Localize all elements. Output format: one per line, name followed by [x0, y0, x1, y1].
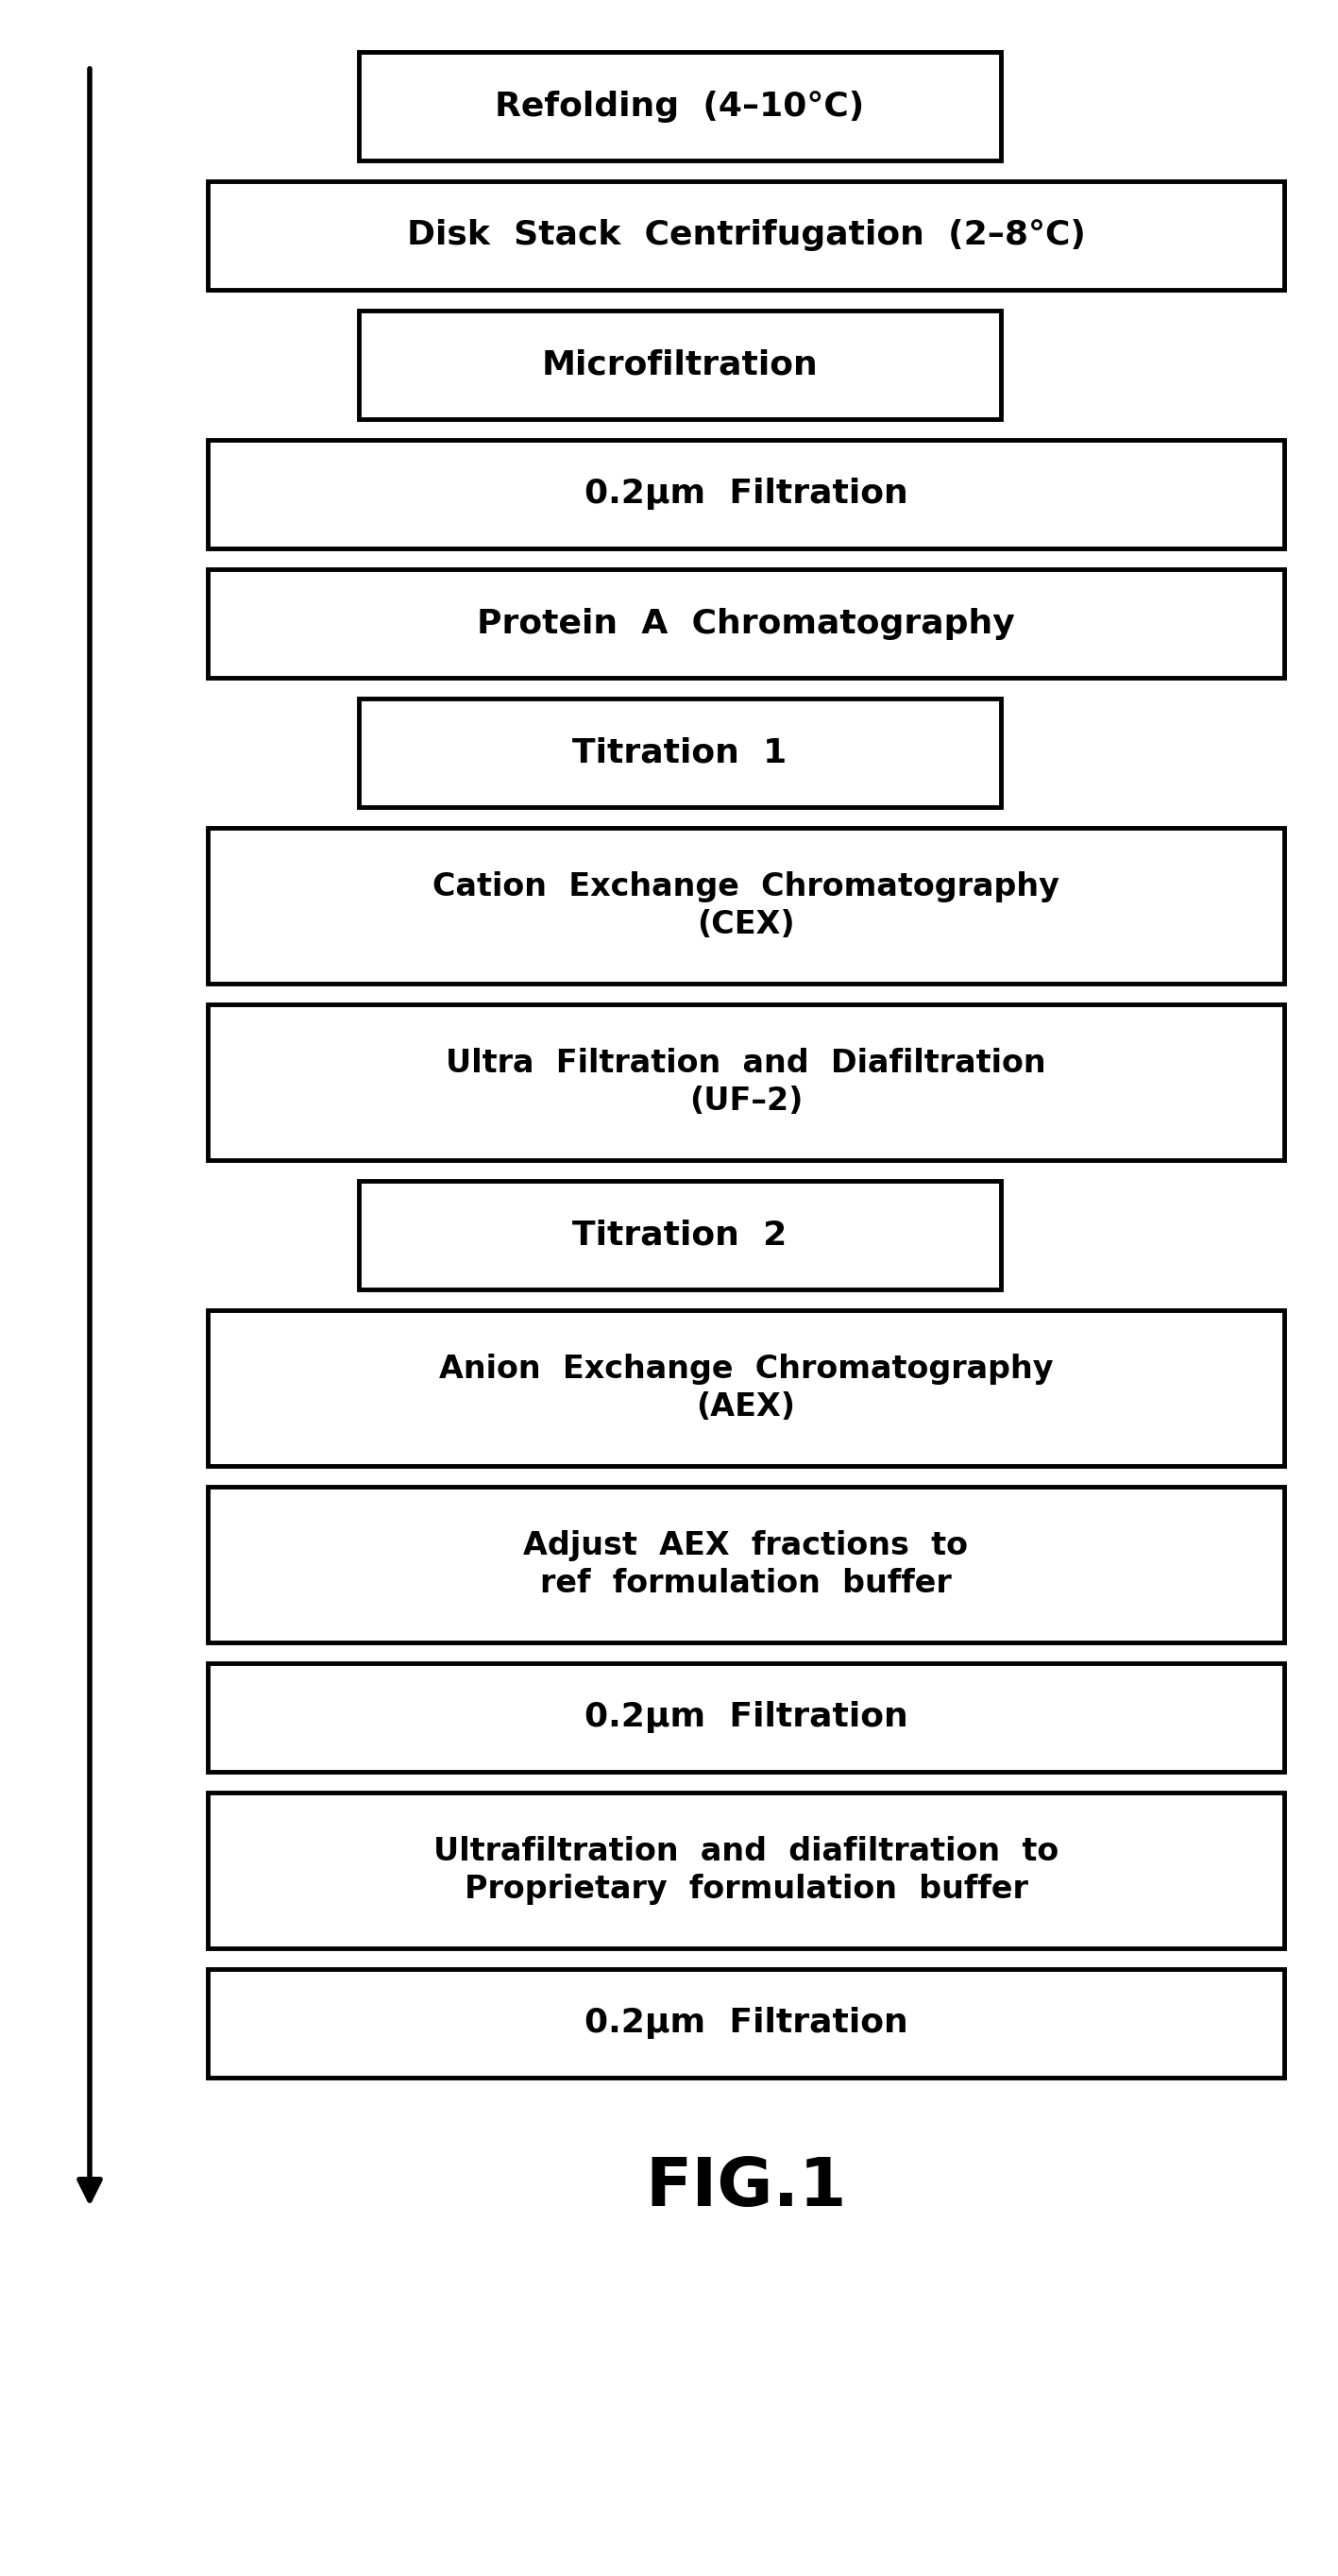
Text: Protein  A  Chromatography: Protein A Chromatography [476, 608, 1016, 639]
Bar [207, 1486, 1284, 1643]
Bar [359, 698, 1001, 806]
Bar [207, 1793, 1284, 1947]
Bar [359, 1180, 1001, 1291]
Bar [207, 1664, 1284, 1772]
Text: 0.2μm  Filtration: 0.2μm Filtration [585, 2007, 907, 2040]
Bar [207, 180, 1284, 289]
Bar [359, 312, 1001, 420]
Bar [207, 440, 1284, 549]
Bar [207, 1968, 1284, 2079]
Text: Ultrafiltration  and  diafiltration  to
Proprietary  formulation  buffer: Ultrafiltration and diafiltration to Pro… [434, 1837, 1058, 1906]
Text: Refolding  (4–10°C): Refolding (4–10°C) [495, 90, 864, 121]
Bar [207, 569, 1284, 677]
Bar [207, 1005, 1284, 1159]
Text: Cation  Exchange  Chromatography
(CEX): Cation Exchange Chromatography (CEX) [432, 871, 1060, 940]
Text: FIG.1: FIG.1 [645, 2156, 847, 2221]
Text: 0.2μm  Filtration: 0.2μm Filtration [585, 479, 907, 510]
Text: 0.2μm  Filtration: 0.2μm Filtration [585, 1700, 907, 1734]
Text: Disk  Stack  Centrifugation  (2–8°C): Disk Stack Centrifugation (2–8°C) [407, 219, 1085, 252]
Bar [207, 827, 1284, 984]
Bar [359, 52, 1001, 160]
Text: Titration  2: Titration 2 [573, 1218, 787, 1252]
Text: Titration  1: Titration 1 [573, 737, 787, 768]
Text: Microfiltration: Microfiltration [542, 348, 818, 381]
Text: Anion  Exchange  Chromatography
(AEX): Anion Exchange Chromatography (AEX) [439, 1352, 1053, 1422]
Bar [207, 1311, 1284, 1466]
Text: Ultra  Filtration  and  Diafiltration
(UF–2): Ultra Filtration and Diafiltration (UF–2… [446, 1048, 1046, 1118]
Text: Adjust  AEX  fractions  to
ref  formulation  buffer: Adjust AEX fractions to ref formulation … [523, 1530, 969, 1600]
